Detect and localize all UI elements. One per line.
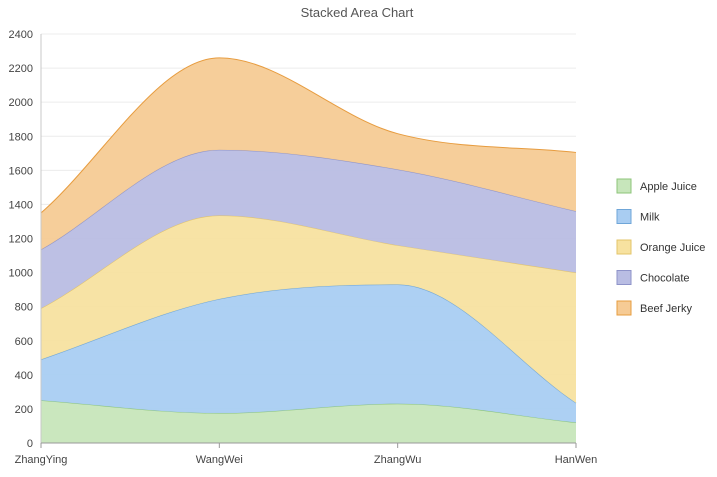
chart-title: Stacked Area Chart [301, 5, 414, 20]
axes: 0 200 400 600 800 1000 1200 1400 1600 1800 2000 220… [9, 29, 598, 466]
area-milk[interactable] [41, 284, 576, 423]
legend-item-milk[interactable]: Milk [616, 209, 660, 224]
y-tick-label: 1000 [9, 268, 33, 280]
y-tick-label: 1400 [9, 199, 33, 211]
y-tick-label: 2200 [9, 63, 33, 75]
y-tick-label: 0 [27, 438, 33, 450]
legend-label: Apple Juice [640, 181, 697, 193]
legend-label: Beef Jerky [640, 303, 692, 315]
legend-item-beef-jerky[interactable]: Beef Jerky [616, 300, 692, 316]
y-tick-label: 1200 [9, 234, 33, 246]
legend-item-chocolate[interactable]: Chocolate [616, 270, 690, 285]
legend: Apple Juice Milk Orange Juice Chocolate Beef… [616, 178, 705, 316]
legend-swatch [616, 239, 632, 255]
area-line-milk [40, 284, 577, 404]
y-tick-label: 1600 [9, 165, 33, 177]
y-tick-label: 800 [15, 302, 33, 314]
legend-swatch [616, 209, 632, 224]
area-apple-juice[interactable] [41, 400, 576, 443]
y-tick-label: 400 [15, 370, 33, 382]
area-orange-juice[interactable] [41, 215, 576, 403]
legend-swatch [616, 178, 632, 194]
legend-item-apple-juice[interactable]: Apple Juice [616, 178, 697, 194]
legend-swatch [616, 300, 632, 316]
area-chocolate[interactable] [41, 149, 576, 309]
x-tick-label: ZhangYing [15, 454, 68, 466]
y-tick-label: 1800 [9, 131, 33, 143]
y-tick-label: 2400 [9, 29, 33, 41]
y-tick-label: 600 [15, 336, 33, 348]
area-series [40, 57, 577, 443]
area-line-chocolate [40, 149, 577, 251]
area-beef-jerky[interactable] [41, 57, 576, 250]
legend-label: Orange Juice [640, 242, 705, 254]
area-line-beef-jerky [40, 57, 577, 214]
legend-item-orange-juice[interactable]: Orange Juice [616, 239, 705, 255]
legend-label: Milk [640, 212, 660, 224]
legend-label: Chocolate [640, 273, 690, 285]
x-tick-label: WangWei [196, 454, 243, 466]
y-tick-label: 200 [15, 404, 33, 416]
y-tick-label: 2000 [9, 97, 33, 109]
x-tick-label: ZhangWu [374, 454, 422, 466]
x-tick-label: HanWen [555, 454, 598, 466]
legend-swatch [616, 270, 632, 285]
